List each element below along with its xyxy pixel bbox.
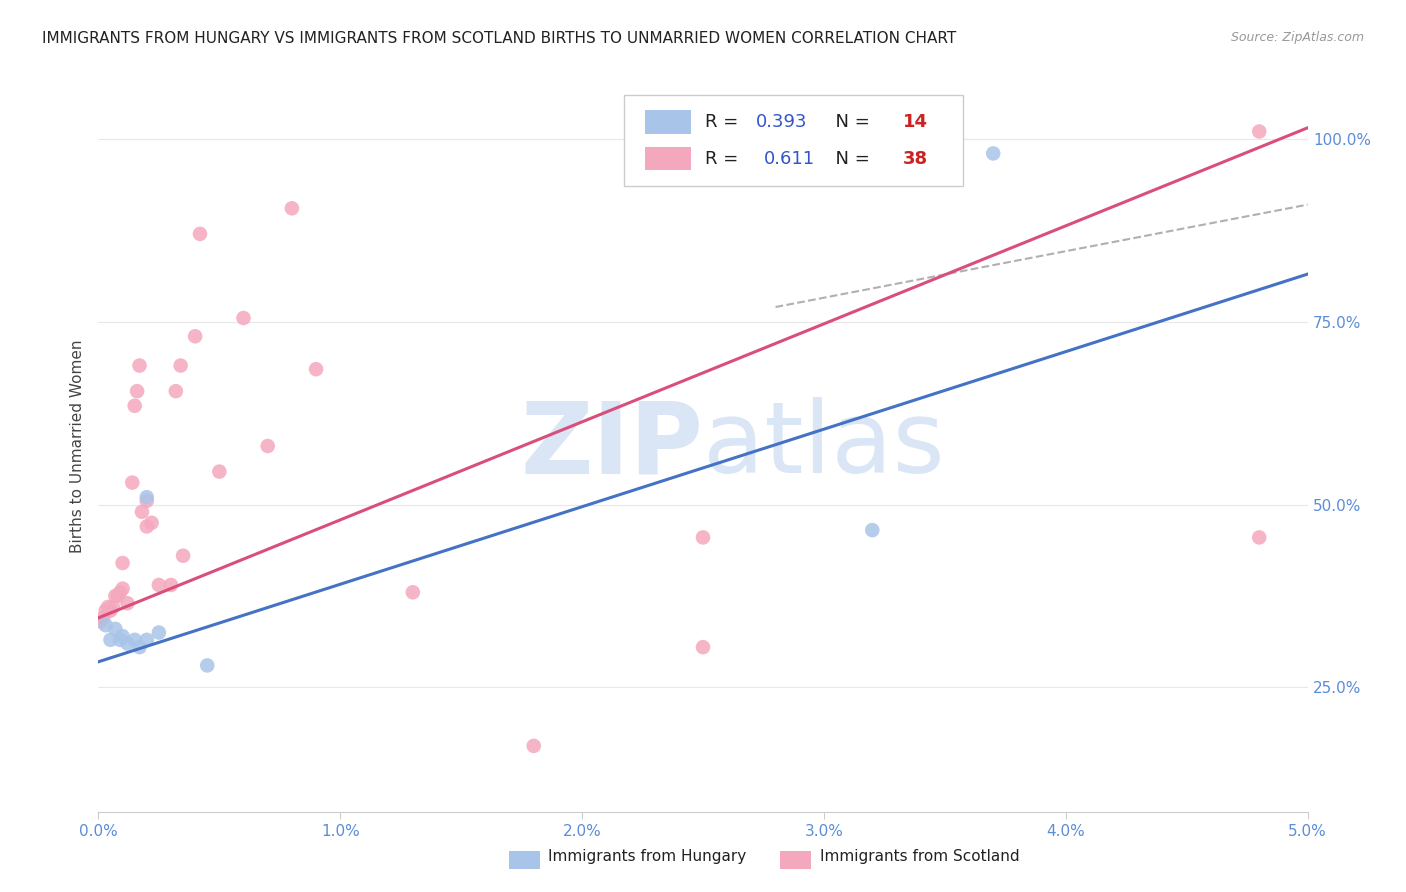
Point: [107, 589, 129, 603]
Text: Source: ZipAtlas.com: Source: ZipAtlas.com: [1230, 31, 1364, 45]
Point: [91, 611, 114, 625]
Point: [135, 519, 157, 533]
Point: [131, 505, 153, 519]
Point: [124, 399, 146, 413]
Point: [127, 384, 149, 398]
Point: [1249, 124, 1271, 138]
Text: Immigrants from Scotland: Immigrants from Scotland: [820, 849, 1019, 863]
Point: [101, 599, 124, 614]
Point: [108, 585, 131, 599]
Text: R =: R =: [706, 113, 744, 131]
Text: 14: 14: [903, 113, 928, 131]
Point: [141, 516, 163, 530]
Point: [94, 618, 117, 632]
Point: [981, 146, 1004, 161]
Point: [172, 549, 194, 563]
Text: Immigrants from Hungary: Immigrants from Hungary: [548, 849, 747, 863]
Text: N =: N =: [824, 113, 876, 131]
Point: [195, 658, 218, 673]
Bar: [645, 147, 690, 170]
Point: [128, 640, 150, 655]
Point: [165, 384, 187, 398]
Point: [148, 578, 170, 592]
Point: [117, 636, 139, 650]
Point: [692, 530, 714, 544]
Point: [100, 603, 122, 617]
Y-axis label: Births to Unmarried Women: Births to Unmarried Women: [69, 339, 84, 553]
Point: [148, 625, 170, 640]
Text: 0.611: 0.611: [763, 150, 814, 168]
Point: [135, 632, 157, 647]
Point: [135, 490, 157, 504]
Point: [104, 589, 127, 603]
Text: R =: R =: [706, 150, 751, 168]
Point: [281, 202, 304, 216]
Point: [111, 629, 134, 643]
Bar: [645, 111, 690, 134]
Point: [111, 582, 134, 596]
Point: [90, 615, 112, 629]
Point: [128, 359, 150, 373]
Point: [104, 622, 127, 636]
Point: [117, 596, 139, 610]
Point: [402, 585, 425, 599]
Text: IMMIGRANTS FROM HUNGARY VS IMMIGRANTS FROM SCOTLAND BIRTHS TO UNMARRIED WOMEN CO: IMMIGRANTS FROM HUNGARY VS IMMIGRANTS FR…: [42, 31, 956, 46]
Point: [860, 523, 883, 537]
Point: [169, 359, 191, 373]
Point: [94, 603, 117, 617]
Point: [1249, 530, 1271, 544]
Point: [121, 475, 143, 490]
Text: ZIP: ZIP: [520, 398, 703, 494]
FancyBboxPatch shape: [624, 95, 963, 186]
Point: [523, 739, 546, 753]
Point: [135, 494, 157, 508]
Text: atlas: atlas: [703, 398, 945, 494]
Point: [108, 632, 131, 647]
Point: [305, 362, 328, 376]
Point: [160, 578, 183, 592]
Text: 0.393: 0.393: [756, 113, 807, 131]
Point: [188, 227, 211, 241]
Text: N =: N =: [824, 150, 876, 168]
Text: 38: 38: [903, 150, 928, 168]
Point: [692, 640, 714, 655]
Point: [97, 599, 120, 614]
Point: [184, 329, 207, 343]
Point: [100, 632, 122, 647]
Point: [111, 556, 134, 570]
Point: [256, 439, 278, 453]
Point: [124, 632, 146, 647]
Point: [208, 465, 231, 479]
Point: [232, 311, 254, 326]
